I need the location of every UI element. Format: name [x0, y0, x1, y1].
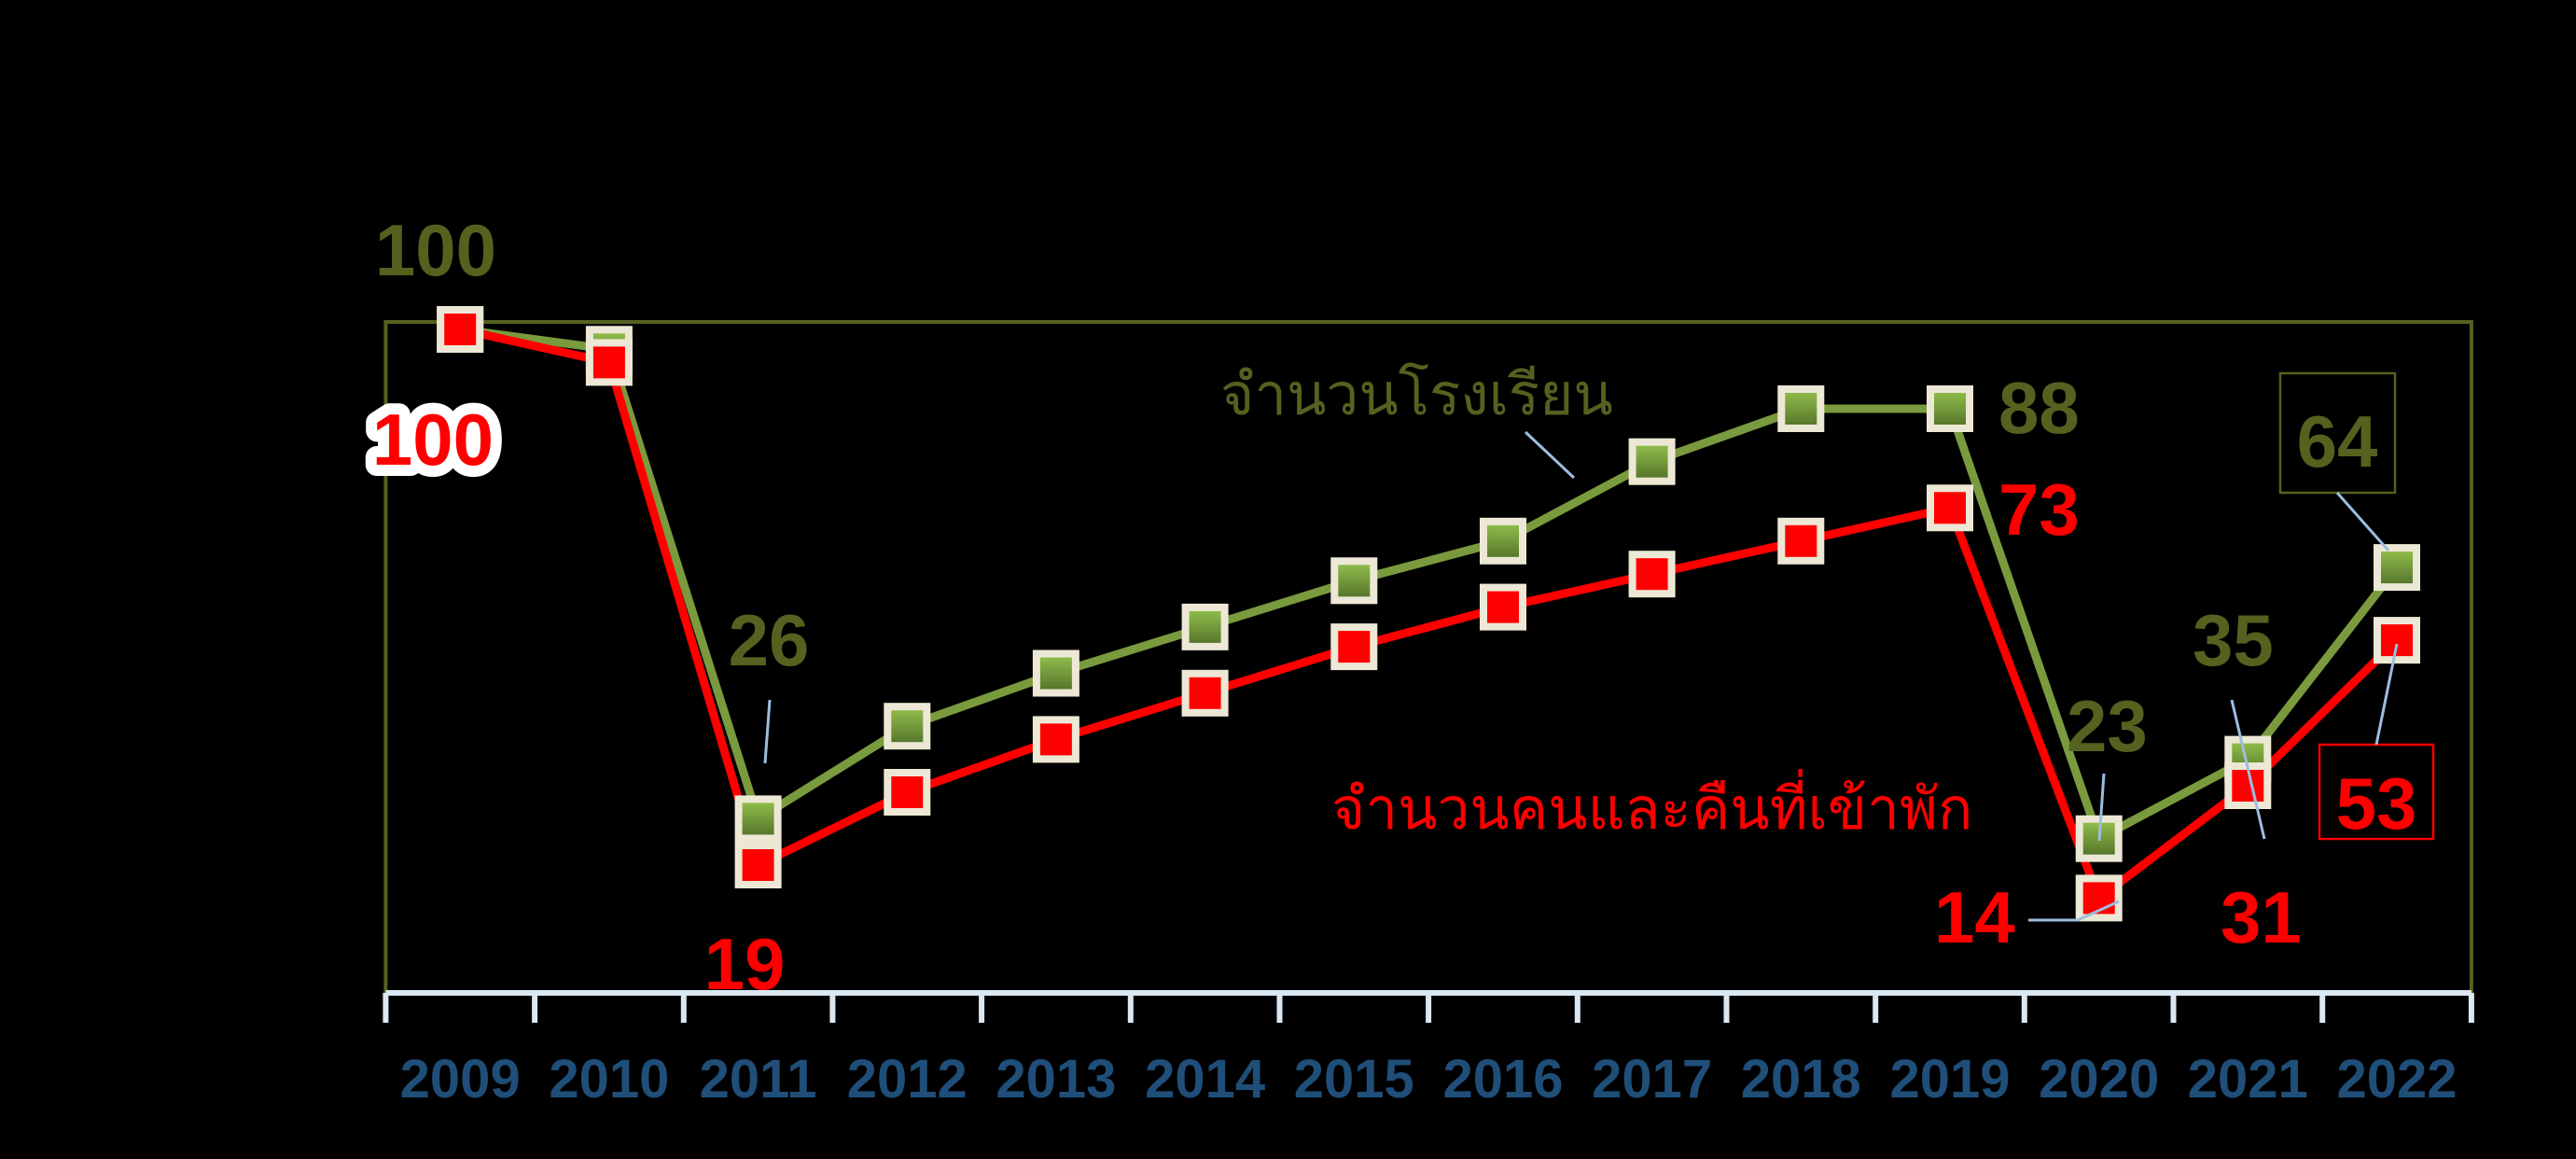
svg-text:2014: 2014 — [1145, 1049, 1265, 1110]
svg-text:2010: 2010 — [549, 1049, 669, 1110]
svg-text:64: 64 — [2297, 400, 2378, 482]
svg-text:100: 100 — [372, 398, 494, 481]
svg-text:31: 31 — [2221, 876, 2302, 958]
svg-text:35: 35 — [2193, 599, 2274, 681]
svg-text:2017: 2017 — [1592, 1049, 1712, 1110]
svg-text:จำนวนคนและคืนที่เข้าพัก: จำนวนคนและคืนที่เข้าพัก — [1331, 769, 1972, 842]
svg-text:2011: 2011 — [700, 1049, 817, 1110]
svg-text:2012: 2012 — [847, 1049, 968, 1110]
svg-text:2018: 2018 — [1741, 1049, 1861, 1110]
svg-text:2021: 2021 — [2188, 1049, 2308, 1110]
svg-text:2022: 2022 — [2336, 1049, 2457, 1110]
svg-text:53: 53 — [2336, 762, 2417, 845]
svg-text:14: 14 — [1934, 876, 2015, 958]
svg-text:19: 19 — [704, 923, 786, 1005]
svg-text:88: 88 — [1998, 367, 2080, 449]
svg-text:100: 100 — [375, 209, 496, 291]
svg-text:จำนวนโรงเรียน: จำนวนโรงเรียน — [1220, 362, 1613, 427]
svg-text:2019: 2019 — [1889, 1049, 2010, 1110]
svg-text:2016: 2016 — [1442, 1049, 1563, 1110]
svg-text:23: 23 — [2067, 685, 2148, 767]
svg-text:2009: 2009 — [400, 1049, 521, 1110]
svg-text:2015: 2015 — [1294, 1049, 1414, 1110]
svg-text:73: 73 — [1998, 468, 2080, 551]
svg-text:2013: 2013 — [996, 1049, 1116, 1110]
svg-text:26: 26 — [729, 599, 810, 681]
svg-text:2020: 2020 — [2039, 1049, 2159, 1110]
